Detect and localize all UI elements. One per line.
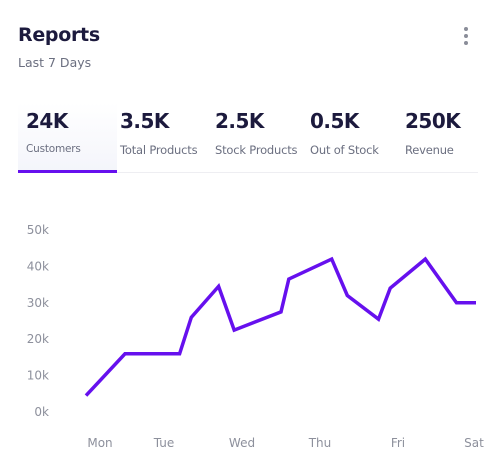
tab-revenue[interactable]: 250K Revenue: [402, 103, 478, 173]
customers-line-chart: 0k 10k 20k 30k 40k 50k Mon Tue Wed Thu Fri Sat: [27, 223, 484, 450]
tab-value: 250K: [405, 109, 461, 133]
x-axis-ticks: Mon Tue Wed Thu Fri Sat: [87, 436, 484, 450]
x-tick-label: Mon: [87, 436, 112, 450]
tab-label: Revenue: [405, 143, 454, 157]
tab-label: Stock Products: [215, 143, 298, 157]
y-tick-label: 20k: [27, 332, 49, 346]
y-tick-label: 50k: [27, 223, 49, 237]
card-title: Reports: [18, 24, 100, 46]
tab-customers[interactable]: 24K Customers: [18, 103, 117, 173]
card-subtitle: Last 7 Days: [18, 55, 92, 70]
y-axis-ticks: 0k 10k 20k 30k 40k 50k: [27, 223, 49, 419]
x-tick-label: Wed: [229, 436, 255, 450]
x-tick-label: Tue: [153, 436, 175, 450]
menu-dot: [464, 41, 468, 45]
menu-dot: [464, 34, 468, 38]
y-tick-label: 0k: [34, 405, 49, 419]
tab-value: 3.5K: [120, 109, 169, 133]
x-tick-label: Fri: [391, 436, 405, 450]
tab-total-products[interactable]: 3.5K Total Products: [117, 103, 212, 173]
tab-value: 24K: [26, 109, 68, 133]
y-tick-label: 30k: [27, 296, 49, 310]
y-tick-label: 10k: [27, 369, 49, 383]
tab-out-of-stock[interactable]: 0.5K Out of Stock: [307, 103, 402, 173]
tab-value: 2.5K: [215, 109, 264, 133]
y-tick-label: 40k: [27, 259, 49, 273]
tab-label: Out of Stock: [310, 143, 379, 157]
x-tick-label: Thu: [308, 436, 332, 450]
metric-tabs: 24K Customers 3.5K Total Products 2.5K S…: [18, 103, 478, 173]
x-tick-label: Sat: [464, 436, 484, 450]
menu-dot: [464, 27, 468, 31]
customers-series-line: [84, 256, 476, 397]
kebab-menu-icon[interactable]: [456, 26, 476, 46]
tab-stock-products[interactable]: 2.5K Stock Products: [212, 103, 307, 173]
tab-label: Total Products: [120, 143, 198, 157]
tab-value: 0.5K: [310, 109, 359, 133]
tab-label: Customers: [26, 143, 81, 155]
